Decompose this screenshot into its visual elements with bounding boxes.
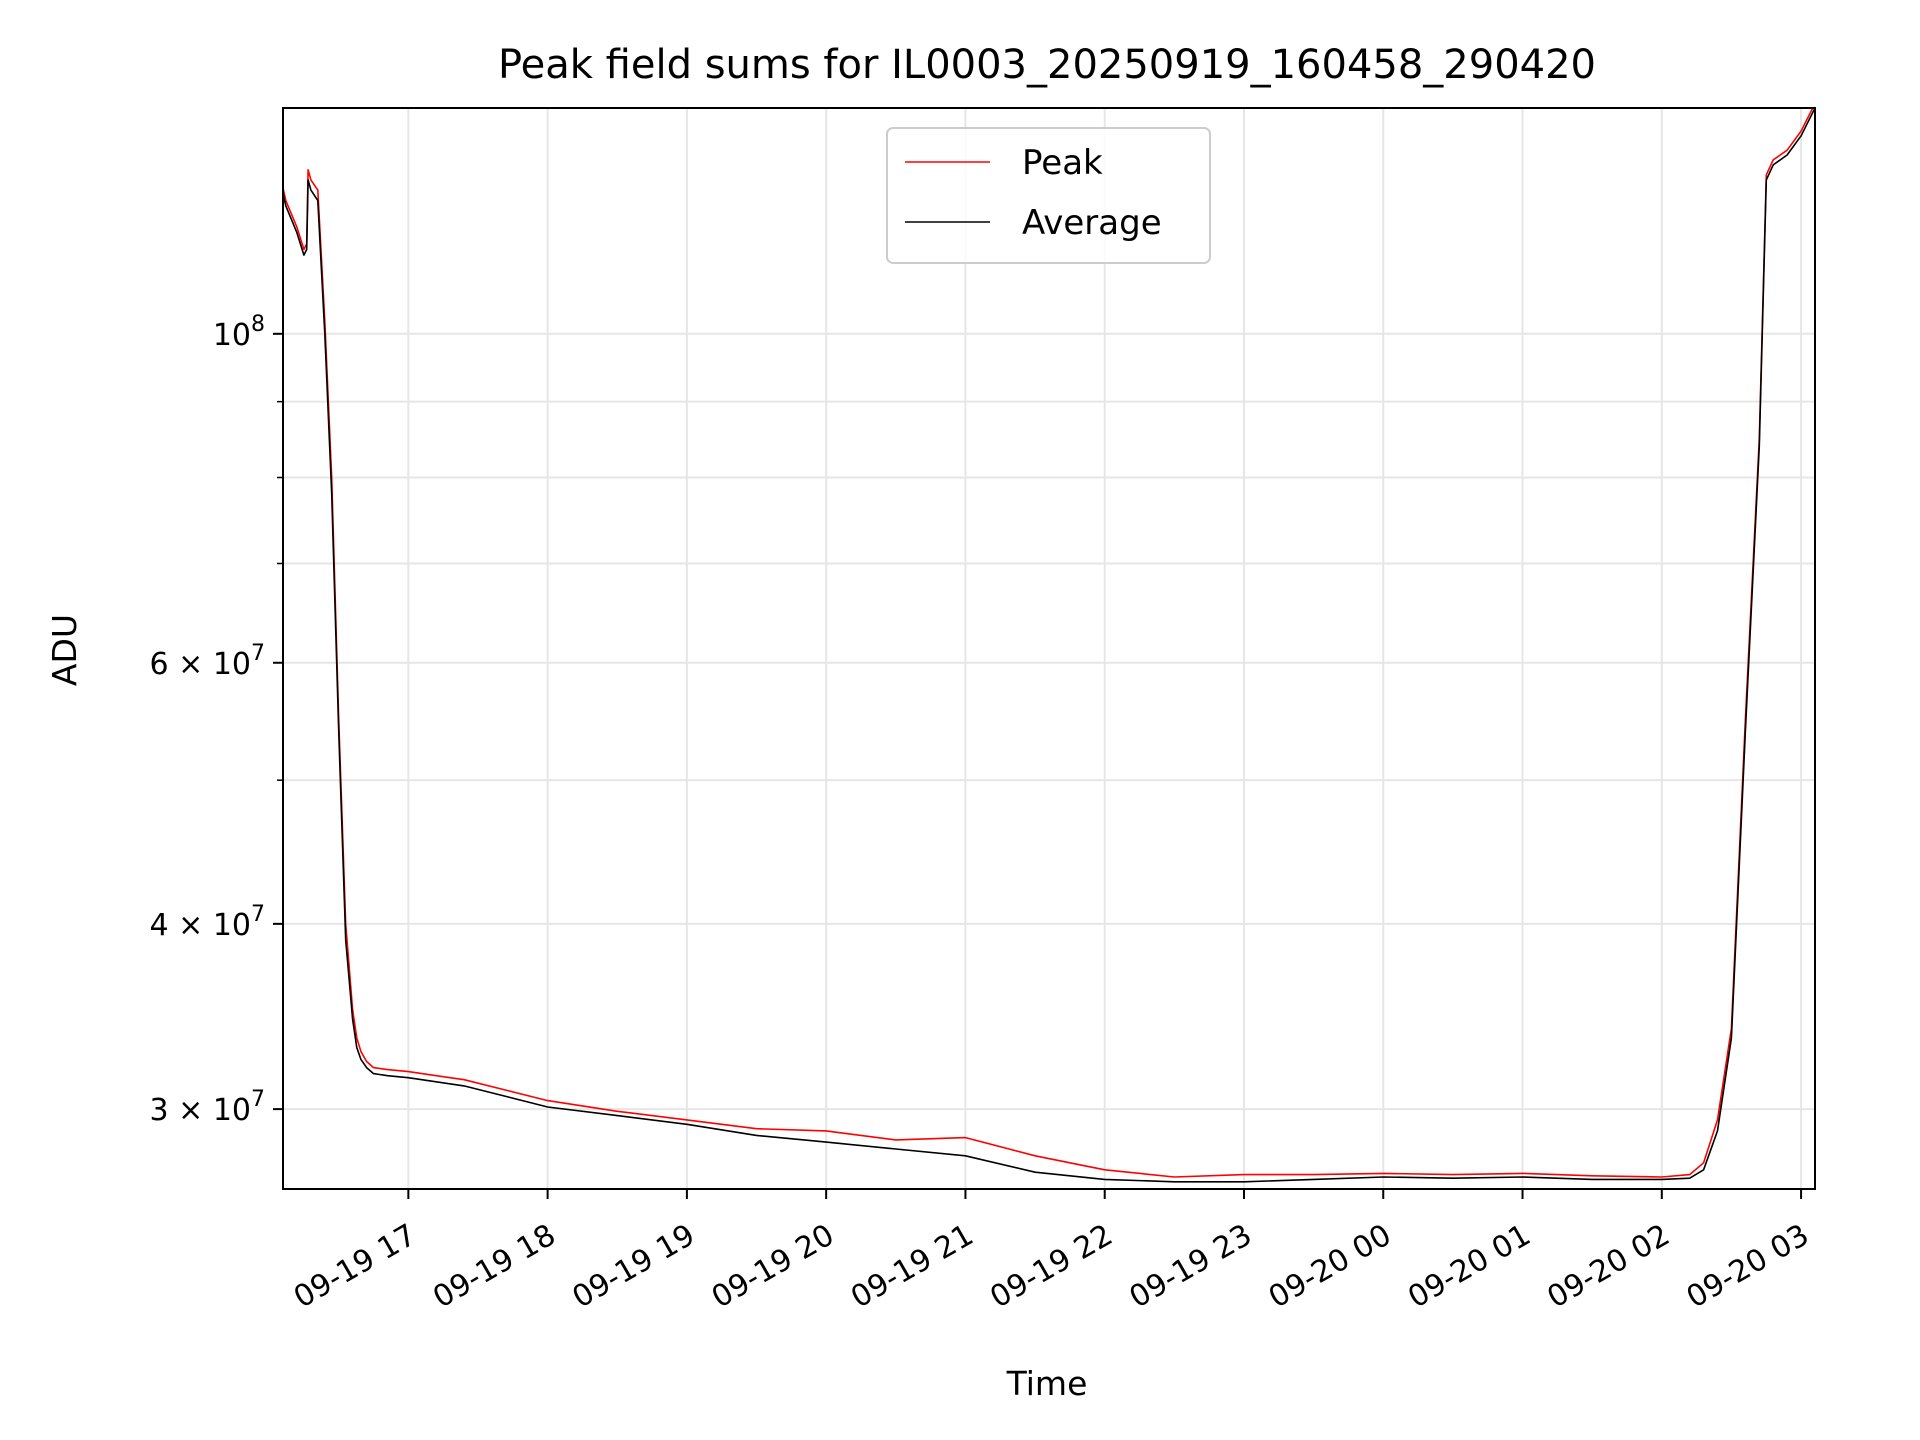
x-axis-label: Time [1006, 1364, 1088, 1403]
y-tick-label: 6 × 107 [150, 641, 265, 682]
y-tick-label: 3 × 107 [150, 1087, 265, 1128]
y-axis-label: ADU [45, 614, 84, 686]
y-tick-exponent: 7 [251, 1087, 265, 1112]
y-tick-base: 10 [213, 318, 251, 353]
y-tick-base: 10 [213, 908, 251, 943]
y-tick-exponent: 7 [251, 902, 265, 927]
plot-frame [282, 107, 1816, 1190]
y-tick-exponent: 8 [251, 312, 265, 337]
legend-label-average: Average [1022, 203, 1162, 243]
y-tick-base: 10 [213, 1093, 251, 1128]
series-line-average [283, 108, 1815, 1183]
series-layer [283, 108, 1815, 1183]
y-tick-label: 108 [213, 312, 265, 353]
legend: Peak Average [886, 127, 1211, 264]
y-tick-label: 4 × 107 [150, 902, 265, 943]
legend-label-peak: Peak [1022, 143, 1103, 183]
chart-title: Peak field sums for IL0003_20250919_1604… [498, 42, 1596, 88]
grid [283, 108, 1815, 1189]
y-tick-base: 10 [213, 647, 251, 682]
y-tick-mantissa: 6 × [150, 647, 213, 682]
y-tick-mantissa: 4 × [150, 908, 213, 943]
y-tick-mantissa: 3 × [150, 1093, 213, 1128]
y-tick-exponent: 7 [251, 641, 265, 666]
